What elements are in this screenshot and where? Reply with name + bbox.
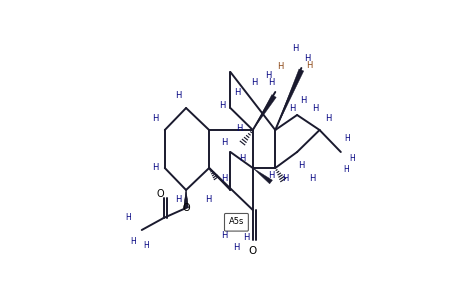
Text: O: O bbox=[249, 246, 257, 256]
Text: H: H bbox=[312, 103, 319, 112]
Text: H: H bbox=[152, 114, 158, 122]
Text: H: H bbox=[344, 133, 350, 143]
Text: H: H bbox=[221, 174, 227, 183]
Polygon shape bbox=[253, 168, 272, 184]
Text: H: H bbox=[292, 43, 299, 53]
Polygon shape bbox=[184, 190, 188, 208]
Text: H: H bbox=[309, 174, 315, 183]
Text: H: H bbox=[304, 53, 311, 62]
Text: H: H bbox=[298, 160, 305, 170]
Text: A5s: A5s bbox=[229, 218, 244, 227]
Text: H: H bbox=[131, 237, 136, 247]
Text: H: H bbox=[265, 70, 271, 80]
Text: H: H bbox=[349, 153, 355, 162]
Text: H: H bbox=[233, 243, 240, 252]
Text: H: H bbox=[343, 166, 349, 174]
FancyBboxPatch shape bbox=[225, 214, 249, 231]
Text: H: H bbox=[268, 170, 274, 179]
Text: H: H bbox=[152, 164, 158, 172]
Text: H: H bbox=[176, 91, 182, 99]
Text: H: H bbox=[221, 231, 227, 239]
Text: H: H bbox=[176, 195, 182, 204]
Text: O: O bbox=[182, 203, 190, 213]
Text: H: H bbox=[243, 233, 250, 243]
Text: H: H bbox=[205, 195, 212, 204]
Text: H: H bbox=[268, 78, 274, 87]
Text: H: H bbox=[325, 114, 332, 122]
Text: H: H bbox=[125, 214, 132, 222]
Text: O: O bbox=[157, 189, 165, 199]
Text: H: H bbox=[144, 241, 149, 250]
Text: H: H bbox=[221, 137, 227, 147]
Text: H: H bbox=[234, 87, 241, 97]
Text: H: H bbox=[251, 78, 258, 87]
Text: H: H bbox=[239, 153, 245, 162]
Text: H: H bbox=[289, 103, 295, 112]
Text: H: H bbox=[236, 124, 242, 133]
Text: H: H bbox=[282, 174, 288, 183]
Text: H: H bbox=[306, 60, 313, 70]
Text: H: H bbox=[277, 62, 283, 70]
Text: H: H bbox=[219, 101, 225, 110]
Polygon shape bbox=[275, 69, 304, 130]
Polygon shape bbox=[184, 190, 188, 208]
Polygon shape bbox=[253, 95, 276, 130]
Text: H: H bbox=[300, 95, 307, 105]
